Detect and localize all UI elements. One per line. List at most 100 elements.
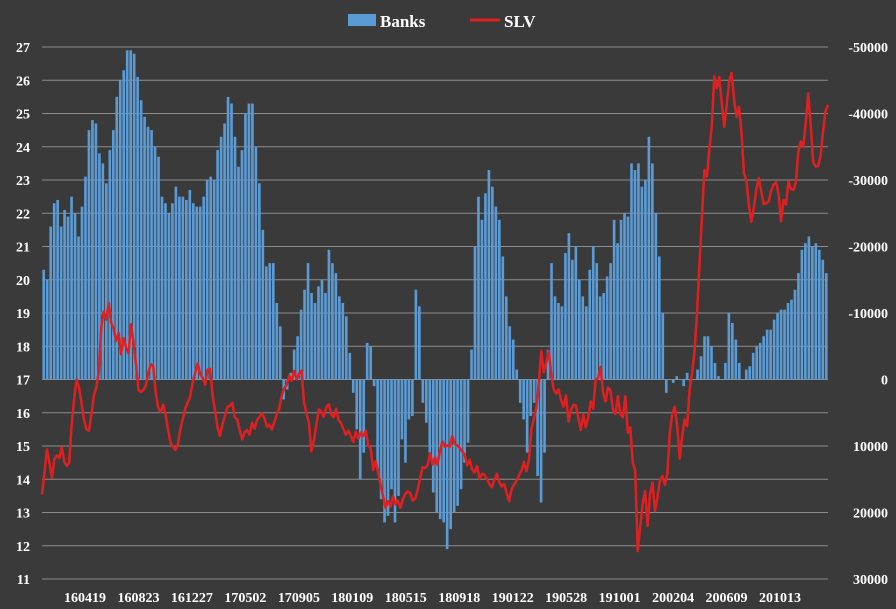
banks-bar	[567, 233, 571, 380]
banks-bar	[122, 70, 126, 380]
banks-bar	[737, 362, 741, 380]
banks-bar	[445, 379, 449, 550]
banks-bar	[171, 203, 174, 380]
banks-bar	[129, 50, 132, 380]
x-tick-label: 170502	[224, 591, 266, 606]
left-tick-label: 24	[16, 141, 30, 156]
left-tick-label: 21	[16, 241, 30, 256]
banks-bar	[717, 376, 720, 380]
banks-bar	[696, 369, 699, 380]
banks-bar	[205, 180, 209, 380]
banks-bar	[313, 303, 317, 380]
banks-bar	[105, 183, 108, 380]
banks-bar	[703, 336, 706, 380]
banks-bar	[504, 296, 508, 380]
banks-bar	[164, 203, 167, 380]
banks-bar	[553, 296, 557, 380]
banks-bar	[407, 379, 411, 420]
banks-bar	[271, 263, 275, 380]
banks-bar	[111, 130, 115, 380]
banks-bar	[682, 379, 685, 387]
banks-bar	[87, 130, 91, 380]
banks-bar	[710, 346, 713, 380]
banks-bar	[386, 379, 390, 516]
banks-bar	[525, 379, 529, 453]
banks-bar	[800, 249, 804, 380]
banks-bar	[383, 379, 386, 523]
x-tick-label: 170905	[278, 591, 320, 606]
banks-bar	[296, 336, 299, 380]
banks-bar	[240, 150, 244, 380]
banks-bar	[470, 349, 473, 380]
banks-bar	[783, 309, 786, 380]
banks-bar	[216, 150, 219, 380]
banks-bar	[473, 246, 477, 380]
x-tick-label: 180515	[385, 591, 427, 606]
banks-bar	[132, 53, 136, 380]
right-tick-label: -20000	[848, 241, 888, 256]
banks-bar	[790, 299, 793, 380]
banks-bars	[42, 50, 828, 550]
banks-bar	[310, 293, 313, 380]
banks-bar	[435, 379, 439, 513]
banks-bar	[595, 263, 599, 380]
right-tick-label: -50000	[848, 41, 888, 56]
banks-bar	[727, 313, 731, 380]
banks-bar	[56, 199, 59, 380]
banks-bar	[230, 103, 233, 380]
banks-bar	[348, 352, 352, 380]
banks-bar	[344, 316, 348, 380]
left-tick-label: 15	[16, 440, 30, 455]
banks-bar	[494, 206, 498, 380]
banks-bar	[174, 186, 178, 380]
banks-bar	[584, 306, 588, 380]
banks-bar	[633, 170, 637, 380]
banks-bar	[491, 186, 494, 380]
left-tick-label: 16	[16, 407, 30, 422]
banks-bar	[233, 136, 237, 380]
banks-bar	[609, 263, 612, 380]
banks-bar	[452, 379, 456, 513]
banks-bar	[136, 76, 139, 380]
banks-bar	[581, 296, 585, 380]
banks-bar	[518, 379, 522, 403]
banks-bar	[247, 103, 251, 380]
banks-bar	[602, 293, 605, 380]
legend-slv-label: SLV	[504, 12, 536, 31]
banks-bar	[522, 379, 525, 420]
banks-bar	[515, 369, 519, 380]
banks-bar	[167, 213, 171, 380]
banks-bar	[45, 279, 49, 380]
banks-bar	[324, 293, 327, 380]
legend-banks-label: Banks	[380, 12, 426, 31]
banks-bar	[418, 306, 421, 380]
banks-bar	[501, 256, 505, 380]
banks-bar	[84, 176, 87, 380]
banks-bar	[49, 226, 53, 380]
banks-bar	[734, 339, 738, 380]
banks-bar	[52, 203, 56, 380]
banks-bar	[160, 196, 164, 380]
banks-bar	[150, 130, 153, 380]
banks-bar	[212, 180, 216, 380]
banks-bar	[557, 303, 560, 380]
banks-bar	[198, 206, 202, 380]
banks-bar	[605, 276, 609, 380]
banks-bar	[219, 136, 223, 380]
banks-bar	[139, 100, 143, 380]
banks-bar	[376, 379, 379, 470]
banks-bar	[424, 379, 428, 423]
banks-bar	[713, 362, 717, 380]
x-tick-label: 200609	[706, 591, 748, 606]
banks-bar	[797, 273, 800, 380]
banks-bar	[675, 376, 679, 380]
banks-bar	[317, 286, 320, 380]
banks-bar	[508, 326, 512, 380]
banks-bar	[651, 163, 654, 380]
banks-bar	[331, 263, 334, 380]
banks-bar	[817, 249, 821, 380]
banks-bar	[393, 379, 397, 523]
banks-bar	[498, 219, 501, 380]
banks-bar	[658, 256, 661, 380]
